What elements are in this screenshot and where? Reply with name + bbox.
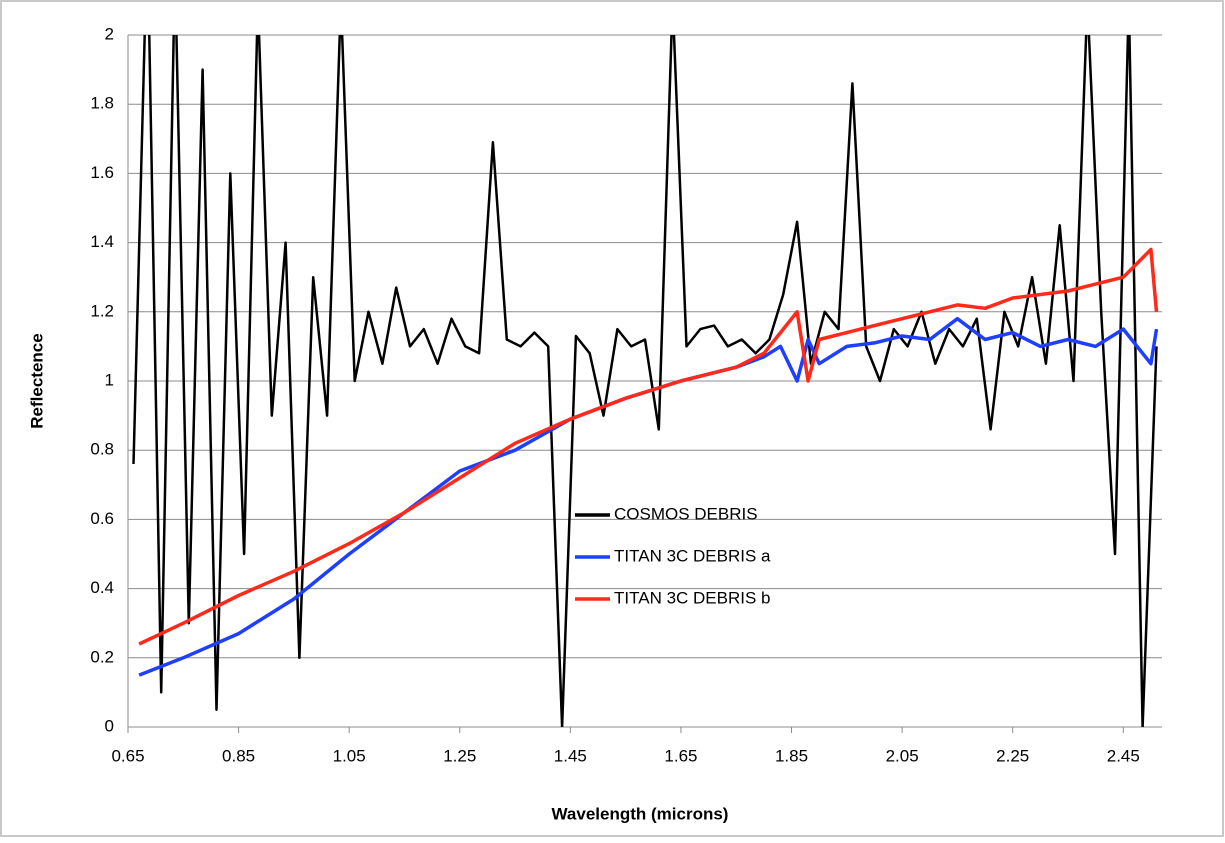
x-tick-label: 0.85 — [222, 746, 255, 765]
y-tick-label: 2 — [105, 24, 114, 43]
y-tick-label: 0 — [105, 716, 114, 735]
x-tick-label: 1.65 — [664, 746, 697, 765]
y-tick-label: 1.8 — [90, 94, 114, 113]
y-tick-label: 0.4 — [90, 578, 114, 597]
x-tick-label: 2.25 — [996, 746, 1029, 765]
x-tick-label: 1.25 — [443, 746, 476, 765]
x-tick-label: 1.45 — [554, 746, 587, 765]
y-tick-label: 0.6 — [90, 509, 114, 528]
legend-label: COSMOS DEBRIS — [614, 504, 758, 523]
y-axis-title: Reflectence — [27, 333, 46, 428]
y-tick-label: 1.2 — [90, 301, 114, 320]
x-tick-label: 1.85 — [775, 746, 808, 765]
x-tick-label: 2.05 — [886, 746, 919, 765]
plot-area — [132, 35, 1159, 727]
series-line — [132, 35, 1158, 727]
series-line — [138, 247, 1159, 646]
y-tick-label: 0.2 — [90, 647, 114, 666]
y-tick-label: 1.4 — [90, 232, 114, 251]
x-tick-label: 2.45 — [1107, 746, 1140, 765]
x-axis-title: Wavelength (microns) — [552, 804, 729, 823]
y-tick-label: 1.6 — [90, 163, 114, 182]
y-tick-label: 1 — [105, 370, 114, 389]
x-tick-label: 1.05 — [333, 746, 366, 765]
y-tick-label: 0.8 — [90, 440, 114, 459]
legend-label: TITAN 3C DEBRIS a — [614, 546, 771, 565]
x-tick-label: 0.65 — [111, 746, 144, 765]
legend-label: TITAN 3C DEBRIS b — [614, 588, 771, 607]
